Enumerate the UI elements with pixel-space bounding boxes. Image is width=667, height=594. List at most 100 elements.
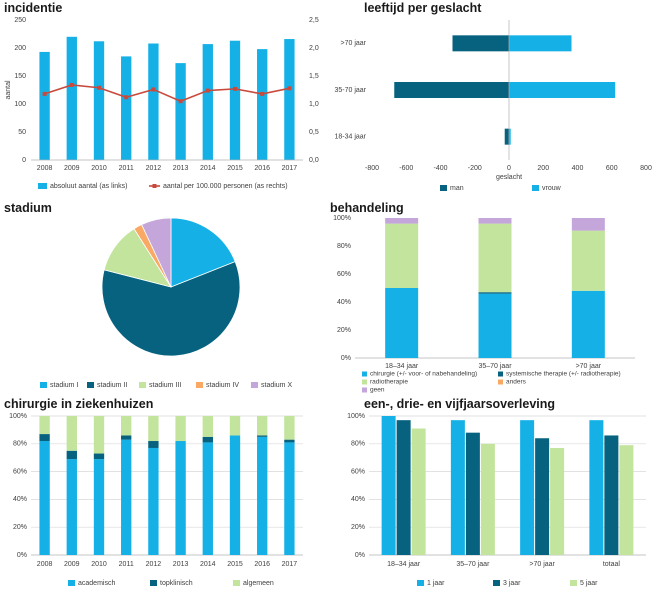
- leeftijd-legend-label: vrouw: [542, 185, 562, 192]
- incidentie-rate-point: [287, 86, 292, 91]
- overleving-ytick: 100%: [347, 413, 365, 420]
- stadium-legend-swatch: [196, 382, 203, 388]
- stadium-legend-swatch: [87, 382, 94, 388]
- overleving-bar: [604, 435, 619, 555]
- incidentie-ytick-right: 1,0: [309, 101, 319, 108]
- behandeling-xtick: 18–34 jaar: [385, 363, 419, 370]
- incidentie-xtick: 2016: [254, 165, 270, 172]
- chirurgie-bar-segment: [257, 416, 268, 436]
- leeftijd-bar-man: [394, 82, 509, 98]
- chirurgie-ytick: 40%: [13, 496, 27, 503]
- incidentie-legend-bar-swatch: [38, 183, 47, 189]
- chirurgie-ytick: 0%: [17, 552, 27, 559]
- chirurgie-xtick: 2011: [119, 561, 134, 568]
- behandeling-legend-swatch: [498, 371, 503, 377]
- incidentie-xtick: 2015: [227, 165, 243, 172]
- leeftijd-xlabel: geslacht: [496, 174, 522, 181]
- incidentie-rate-point: [205, 88, 210, 93]
- incidentie-xtick: 2008: [37, 165, 53, 172]
- chirurgie-legend-swatch: [68, 580, 75, 586]
- incidentie-legend-bar-label: absoluut aantal (as links): [50, 183, 127, 190]
- incidentie-ytick-left: 150: [14, 73, 26, 80]
- behandeling-bar-segment: [571, 218, 605, 231]
- behandeling-bar-segment: [571, 290, 605, 358]
- behandeling-ytick: 20%: [337, 327, 351, 334]
- stadium-slice-1: [170, 217, 236, 288]
- incidentie-bar: [66, 36, 77, 160]
- overleving-ytick: 20%: [351, 524, 365, 531]
- chirurgie-bar-segment: [93, 459, 105, 555]
- chirurgie-bar-segment: [202, 442, 213, 555]
- overleving-bar: [535, 438, 550, 555]
- chirurgie-xtick: 2012: [146, 561, 162, 568]
- incidentie-ytick-right: 2,5: [309, 17, 319, 24]
- chirurgie-bar-segment: [121, 439, 132, 555]
- stadium-legend-label: stadium X: [261, 382, 292, 389]
- stadium-slice-2: [101, 261, 241, 357]
- chirurgie-ytick: 20%: [13, 524, 27, 531]
- stadium-legend-label: stadium IV: [206, 382, 239, 389]
- overleving-legend-swatch: [570, 580, 577, 586]
- leeftijd-bar-vrouw: [509, 128, 511, 145]
- incidentie-xtick: 2014: [200, 165, 216, 172]
- chirurgie-xtick: 2015: [227, 561, 243, 568]
- incidentie-title: incidentie: [4, 1, 63, 15]
- incidentie-bar: [93, 41, 105, 160]
- behandeling-title: behandeling: [330, 201, 404, 215]
- behandeling-ytick: 100%: [333, 215, 351, 222]
- stadium-legend-label: stadium II: [97, 382, 127, 389]
- chirurgie-xtick: 2017: [282, 561, 298, 568]
- incidentie-xtick: 2011: [119, 165, 134, 172]
- overleving-bar: [619, 445, 634, 555]
- behandeling-legend-label: systemische therapie (+/- radiotherapie): [506, 371, 621, 378]
- chirurgie-ytick: 100%: [9, 413, 27, 420]
- incidentie-bar: [148, 43, 159, 160]
- incidentie-legend-line-label: aantal per 100.000 personen (as rechts): [163, 183, 288, 190]
- stadium-legend-swatch: [251, 382, 258, 388]
- incidentie-bar: [284, 39, 295, 160]
- chirurgie-xtick: 2010: [91, 561, 107, 568]
- incidentie-rate-point: [42, 91, 47, 96]
- leeftijd-bar-man: [504, 128, 509, 145]
- incidentie-xtick: 2013: [173, 165, 189, 172]
- leeftijd-ytick: 18-34 jaar: [334, 134, 366, 141]
- leeftijd-bar-vrouw: [509, 82, 616, 98]
- leeftijd-xtick: 400: [572, 165, 584, 172]
- chirurgie-xtick: 2016: [254, 561, 270, 568]
- incidentie-bar: [257, 49, 268, 161]
- chirurgie-legend-label: topklinisch: [160, 580, 193, 587]
- leeftijd-xtick: 800: [640, 165, 652, 172]
- incidentie-xtick: 2017: [282, 165, 298, 172]
- incidentie-ytick-right: 0,5: [309, 129, 319, 136]
- chirurgie-legend-label: algemeen: [243, 580, 274, 587]
- incidentie-ytick-left: 250: [14, 17, 26, 24]
- chirurgie-legend-label: academisch: [78, 580, 115, 587]
- chirurgie-bar-segment: [202, 436, 213, 443]
- overleving-legend-swatch: [493, 580, 500, 586]
- behandeling-ytick: 60%: [337, 271, 351, 278]
- incidentie-rate-line: [44, 84, 290, 103]
- incidentie-bar: [202, 44, 213, 160]
- behandeling-bar-segment: [385, 288, 419, 358]
- chirurgie-bar-segment: [39, 441, 50, 555]
- chirurgie-bar-segment: [39, 416, 50, 435]
- chirurgie-bar-segment: [175, 416, 186, 442]
- chirurgie-bar-segment: [257, 436, 268, 555]
- leeftijd-legend-swatch: [440, 185, 447, 191]
- leeftijd-legend-swatch: [532, 185, 539, 191]
- chirurgie-bar-segment: [229, 416, 241, 436]
- chirurgie-bar-segment: [148, 441, 159, 448]
- chirurgie-xtick: 2014: [200, 561, 216, 568]
- leeftijd-xtick: 600: [606, 165, 618, 172]
- behandeling-bar-segment: [385, 223, 419, 288]
- leeftijd-xtick: -600: [399, 165, 413, 172]
- behandeling-legend-label: radiotherapie: [370, 379, 408, 386]
- incidentie-xtick: 2010: [91, 165, 107, 172]
- overleving-legend-swatch: [417, 580, 424, 586]
- chirurgie-legend-swatch: [150, 580, 157, 586]
- behandeling-bar-segment: [571, 230, 605, 291]
- overleving-bar: [520, 420, 535, 555]
- overleving-bar: [396, 420, 411, 555]
- incidentie-rate-point: [151, 87, 156, 92]
